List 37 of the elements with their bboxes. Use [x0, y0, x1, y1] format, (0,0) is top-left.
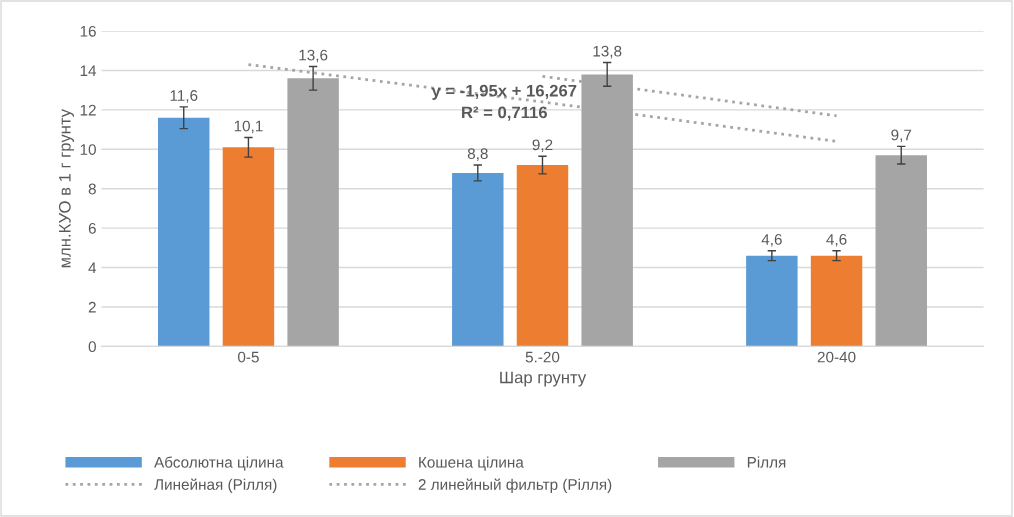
annotation: y = -1,95x + 16,267	[431, 84, 577, 100]
data-label: 13,6	[299, 49, 328, 63]
data-label: 10,1	[234, 120, 263, 134]
bar	[158, 117, 210, 347]
x-tick-label: 0-5	[237, 351, 259, 363]
y-tick-label: 8	[88, 183, 96, 195]
bar	[222, 147, 275, 347]
x-tick-label: 5.-20	[525, 351, 560, 363]
legend-label: Линейная (Рілля)	[154, 478, 277, 493]
y-tick-label: 2	[88, 301, 96, 313]
legend-label: Абсолютна цілина	[154, 456, 284, 471]
data-label: 4,6	[826, 234, 847, 247]
bar	[516, 165, 569, 347]
legend-label: Рілля	[747, 456, 786, 468]
legend-label: 2 линейный фильтр (Рілля)	[418, 478, 612, 493]
annotation: R² = 0,7116	[462, 106, 547, 121]
bar	[875, 155, 927, 347]
bar	[810, 255, 863, 347]
y-tick-label: 16	[80, 25, 96, 37]
data-label: 11,6	[170, 90, 198, 103]
data-label: 9,7	[891, 129, 912, 143]
y-tick-label: 4	[88, 262, 97, 274]
x-axis-title: Шар грунту	[500, 371, 587, 387]
bar	[746, 255, 798, 347]
y-tick-label: 14	[80, 65, 97, 76]
data-label: 13,8	[593, 45, 622, 59]
y-axis-title: млн.КУО в 1 г грунту	[58, 108, 74, 268]
data-label: 8,8	[467, 148, 488, 161]
legend-label: Кошена цілина	[419, 456, 524, 471]
data-label: 9,2	[532, 139, 553, 153]
bar	[452, 172, 504, 347]
x-tick-label: 20-40	[817, 351, 856, 363]
y-tick-label: 0	[88, 341, 96, 353]
y-tick-label: 6	[88, 222, 96, 234]
data-label: 4,6	[761, 234, 782, 247]
y-tick-label: 12	[80, 104, 96, 116]
y-tick-label: 10	[80, 144, 96, 155]
